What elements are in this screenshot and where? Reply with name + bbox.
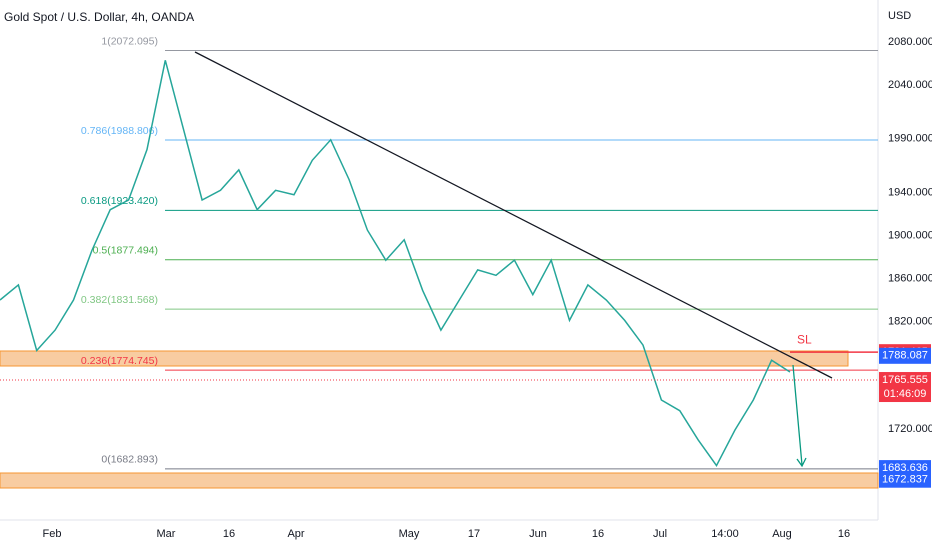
fib-label: 0.786(1988.806) <box>81 125 158 137</box>
fib-label: 0.5(1877.494) <box>93 244 158 256</box>
price-tag <box>879 372 931 403</box>
price-tick-label: 1990.000 <box>888 133 932 145</box>
time-label: 16 <box>838 528 850 540</box>
time-label: 17 <box>468 528 480 540</box>
price-tick-label: 1860.000 <box>888 272 932 284</box>
trend-line <box>194 51 833 379</box>
fib-label: 0.382(1831.568) <box>81 294 158 306</box>
price-tag-label: 1672.837 <box>882 474 928 486</box>
price-tick-label: 1820.000 <box>888 315 932 327</box>
price-tag <box>879 347 931 364</box>
fib-label: 1(2072.095) <box>101 35 158 47</box>
time-label: Feb <box>43 528 62 540</box>
countdown: 01:46:09 <box>884 388 927 400</box>
time-label: 16 <box>223 528 235 540</box>
price-tick-label: 1940.000 <box>888 186 932 198</box>
symbol-title: Gold Spot / U.S. Dollar, 4h, OANDA <box>4 10 194 24</box>
fib-label: 0(1682.893) <box>101 454 158 466</box>
price-tag-label: 1788.087 <box>882 350 928 362</box>
time-label: Apr <box>287 528 304 540</box>
time-label: Jun <box>529 528 547 540</box>
zone <box>0 472 879 489</box>
price-tag-label: 1765.555 <box>882 374 928 386</box>
projection-arrow <box>792 364 807 468</box>
price-tag-label: 1683.636 <box>882 462 928 474</box>
price-tick-label: 2080.000 <box>888 36 932 48</box>
currency: USD <box>888 10 911 22</box>
time-label: 14:00 <box>711 528 739 540</box>
price-tag <box>879 471 931 488</box>
price-tick-label: 2040.000 <box>888 79 932 91</box>
time-label: Mar <box>157 528 176 540</box>
price-tick-label: 1720.000 <box>888 423 932 435</box>
price-line <box>0 60 791 468</box>
fib-label: 0.236(1774.745) <box>81 355 158 367</box>
time-label: Aug <box>772 528 792 540</box>
zone <box>0 350 849 367</box>
price-tick-label: 1900.000 <box>888 229 932 241</box>
sl-label: SL <box>797 332 812 346</box>
time-label: May <box>399 528 420 540</box>
time-label: 16 <box>592 528 604 540</box>
fib-label: 0.618(1923.420) <box>81 195 158 207</box>
time-label: Jul <box>653 528 667 540</box>
